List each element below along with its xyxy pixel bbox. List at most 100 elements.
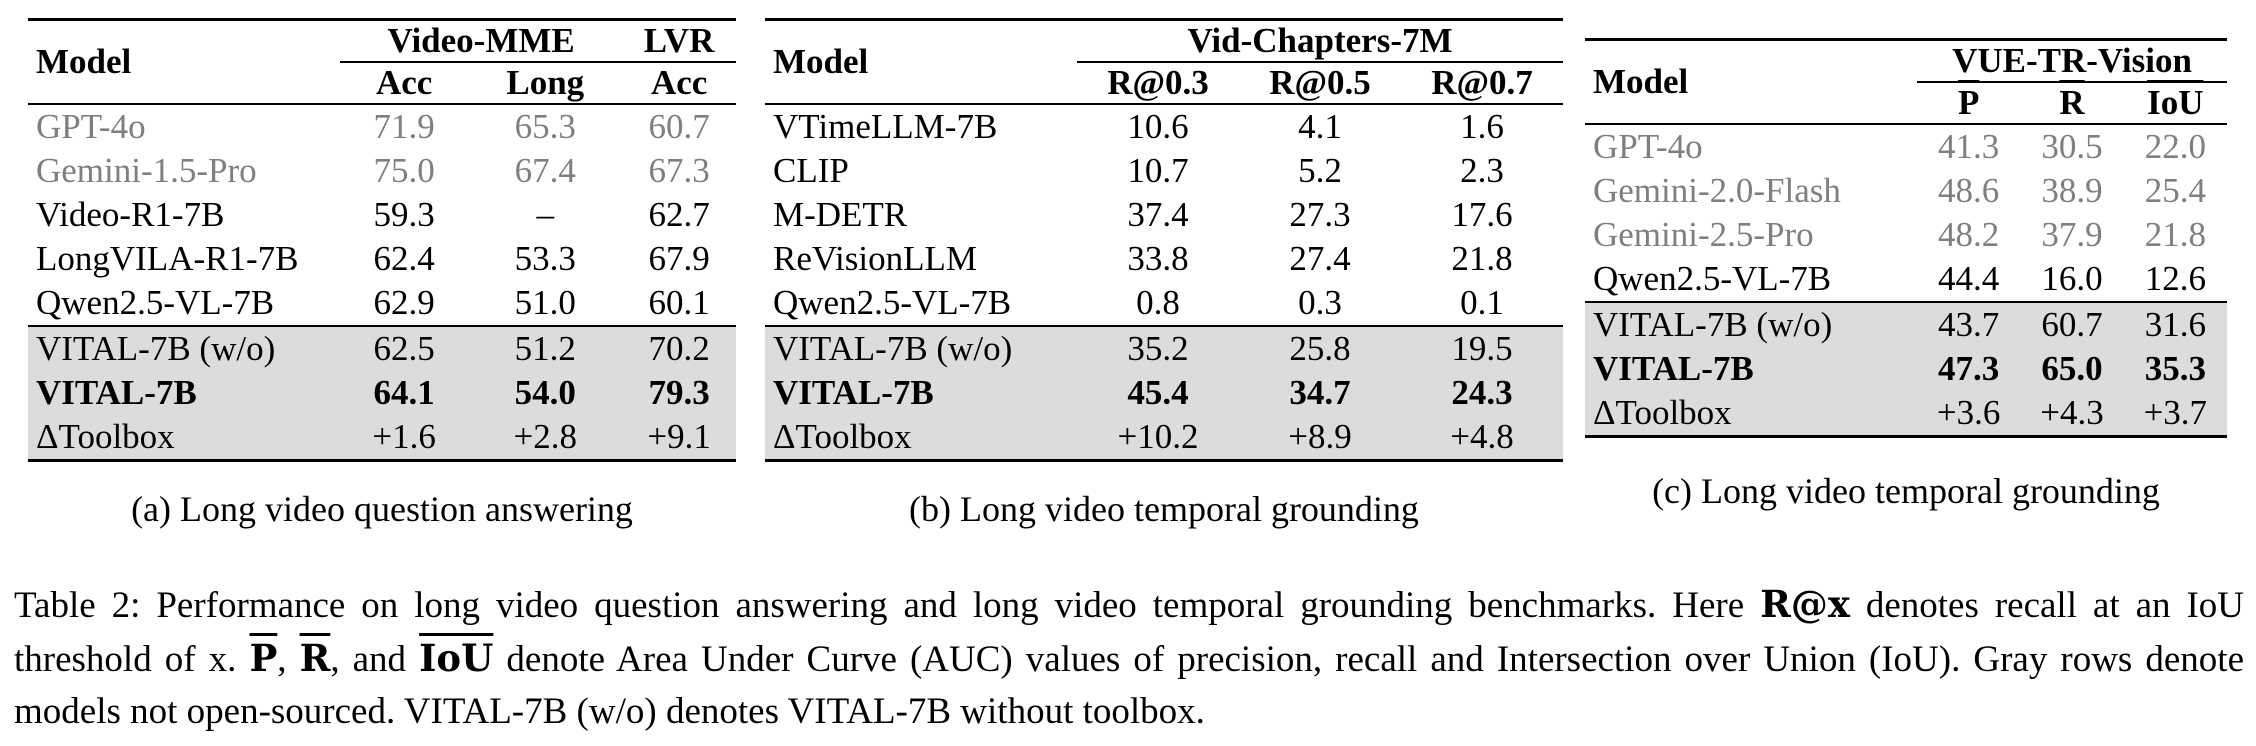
model-name-cell: VITAL-7B	[28, 371, 340, 415]
caption-r-bar: R	[299, 636, 331, 680]
value-cell: +1.6	[340, 415, 469, 461]
value-cell: 35.2	[1077, 325, 1239, 371]
value-cell: 37.9	[2041, 215, 2103, 254]
table-row: Video-R1-7B 59.3 – 62.7	[28, 193, 736, 237]
table-row: VTimeLLM-7B 10.6 4.1 1.6	[765, 103, 1563, 149]
table-a-group-lvr: LVR	[622, 19, 736, 63]
value-cell: 41.3	[1917, 123, 2021, 169]
model-name-cell: ReVisionLLM	[773, 239, 978, 278]
table-a: Model Video-MME LVR Acc Long Acc GPT-4o 7…	[28, 18, 736, 462]
value-cell: 5.2	[1298, 151, 1342, 190]
table-a-body: GPT-4o 71.9 65.3 60.7 Gemini-1.5-Pro 75.0 67.4…	[28, 103, 736, 461]
table-c-col-header: R	[2059, 83, 2085, 122]
value-cell: 47.3	[1917, 347, 2021, 391]
value-cell: 51.0	[514, 283, 576, 322]
value-cell: 64.1	[340, 371, 469, 415]
table-row: VITAL-7B 64.1 54.0 79.3	[28, 371, 736, 415]
table-c: Model VUE-TR-Vision P R IoU GPT-4o 41.3 30…	[1585, 38, 2227, 438]
table-c-caption: (c) Long video temporal grounding	[1652, 471, 2160, 511]
value-cell: 67.9	[648, 239, 710, 278]
table-c-group-vue-tr-vision: VUE-TR-Vision	[1917, 39, 2227, 83]
caption-text: , and	[330, 639, 420, 680]
model-name-cell: Video-R1-7B	[36, 195, 225, 234]
table-b-panel: Model Vid-Chapters-7M R@0.3 R@0.5 R@0.7 …	[765, 18, 1563, 462]
value-cell: 62.4	[373, 239, 435, 278]
value-cell: 19.5	[1401, 325, 1563, 371]
value-cell: 0.3	[1298, 283, 1342, 322]
table-row: Qwen2.5-VL-7B 44.4 16.0 12.6	[1585, 257, 2227, 302]
value-cell: +9.1	[622, 415, 736, 461]
value-cell: 38.9	[2041, 171, 2103, 210]
table-row: Gemini-2.0-Flash 48.6 38.9 25.4	[1585, 169, 2227, 213]
model-name-cell: M-DETR	[773, 195, 908, 234]
table-row: ΔToolbox +1.6 +2.8 +9.1	[28, 415, 736, 461]
table-row: ReVisionLLM 33.8 27.4 21.8	[765, 237, 1563, 281]
value-cell: +3.6	[1917, 391, 2021, 437]
value-cell: 4.1	[1239, 103, 1401, 149]
value-cell: 70.2	[622, 325, 736, 371]
value-cell: 35.3	[2123, 347, 2227, 391]
table-b-col-header: R@0.7	[1431, 63, 1533, 102]
model-name-cell: VTimeLLM-7B	[765, 103, 1077, 149]
table-row: Gemini-1.5-Pro 75.0 67.4 67.3	[28, 149, 736, 193]
value-cell: 2.3	[1460, 151, 1504, 190]
table-a-panel: Model Video-MME LVR Acc Long Acc GPT-4o 7…	[28, 18, 736, 462]
value-cell: 65.3	[468, 103, 623, 149]
value-cell: 43.7	[1917, 301, 2021, 347]
model-name-cell: Qwen2.5-VL-7B	[773, 283, 1012, 322]
caption-text: ,	[277, 639, 300, 680]
value-cell: 62.7	[648, 195, 710, 234]
caption-text: denote Area Under Curve (AUC) values of …	[14, 639, 2245, 732]
model-name-cell: Gemini-2.5-Pro	[1593, 215, 1814, 254]
model-name-cell: Gemini-1.5-Pro	[36, 151, 257, 190]
value-cell: 21.8	[1451, 239, 1513, 278]
model-name-cell: Qwen2.5-VL-7B	[36, 283, 275, 322]
model-name-cell: GPT-4o	[1585, 123, 1917, 169]
value-cell: 0.1	[1460, 283, 1504, 322]
value-cell: 53.3	[514, 239, 576, 278]
table-row: CLIP 10.7 5.2 2.3	[765, 149, 1563, 193]
value-cell: 12.6	[2144, 259, 2206, 298]
model-name-cell: Qwen2.5-VL-7B	[1593, 259, 1832, 298]
table-b-col-header: R@0.5	[1269, 63, 1371, 102]
value-cell: 62.9	[373, 283, 435, 322]
table-b-col-header: R@0.3	[1107, 63, 1209, 102]
table-a-col-header: Acc	[650, 63, 708, 102]
value-cell: 44.4	[1938, 259, 2000, 298]
table-b-group-vid-chapters: Vid-Chapters-7M	[1077, 19, 1563, 63]
value-cell: 62.5	[340, 325, 469, 371]
value-cell: +4.8	[1401, 415, 1563, 461]
main-caption: Table 2: Performance on long video quest…	[14, 578, 2244, 738]
table-row: VITAL-7B (w/o) 35.2 25.8 19.5	[765, 325, 1563, 371]
value-cell: 67.4	[514, 151, 576, 190]
value-cell: +10.2	[1077, 415, 1239, 461]
model-name-cell: ΔToolbox	[28, 415, 340, 461]
value-cell: 10.7	[1127, 151, 1189, 190]
model-name-cell: VITAL-7B (w/o)	[28, 325, 340, 371]
model-name-cell: Gemini-2.0-Flash	[1593, 171, 1841, 210]
table-a-caption: (a) Long video question answering	[131, 489, 633, 529]
value-cell: 60.7	[2020, 301, 2124, 347]
value-cell: 37.4	[1127, 195, 1189, 234]
table-row: ΔToolbox +3.6 +4.3 +3.7	[1585, 391, 2227, 437]
value-cell: 31.6	[2123, 301, 2227, 347]
value-cell: 67.3	[648, 151, 710, 190]
value-cell: 71.9	[340, 103, 469, 149]
caption-p-bar: P	[249, 636, 278, 680]
table-b-caption: (b) Long video temporal grounding	[909, 489, 1419, 529]
table-row: LongVILA-R1-7B 62.4 53.3 67.9	[28, 237, 736, 281]
table-c-col-header: P	[1957, 83, 1980, 122]
value-cell: 65.0	[2020, 347, 2124, 391]
value-cell: 17.6	[1451, 195, 1513, 234]
value-cell: 22.0	[2123, 123, 2227, 169]
value-cell: 60.1	[648, 283, 710, 322]
value-cell: 0.8	[1136, 283, 1180, 322]
value-cell: 21.8	[2144, 215, 2206, 254]
value-cell: 27.4	[1289, 239, 1351, 278]
table-row: Gemini-2.5-Pro 48.2 37.9 21.8	[1585, 213, 2227, 257]
value-cell: 48.2	[1938, 215, 2000, 254]
value-cell: 16.0	[2041, 259, 2103, 298]
value-cell: 33.8	[1127, 239, 1189, 278]
model-name-cell: ΔToolbox	[765, 415, 1077, 461]
table-c-body: GPT-4o 41.3 30.5 22.0 Gemini-2.0-Flash 48.6 38…	[1585, 123, 2227, 437]
